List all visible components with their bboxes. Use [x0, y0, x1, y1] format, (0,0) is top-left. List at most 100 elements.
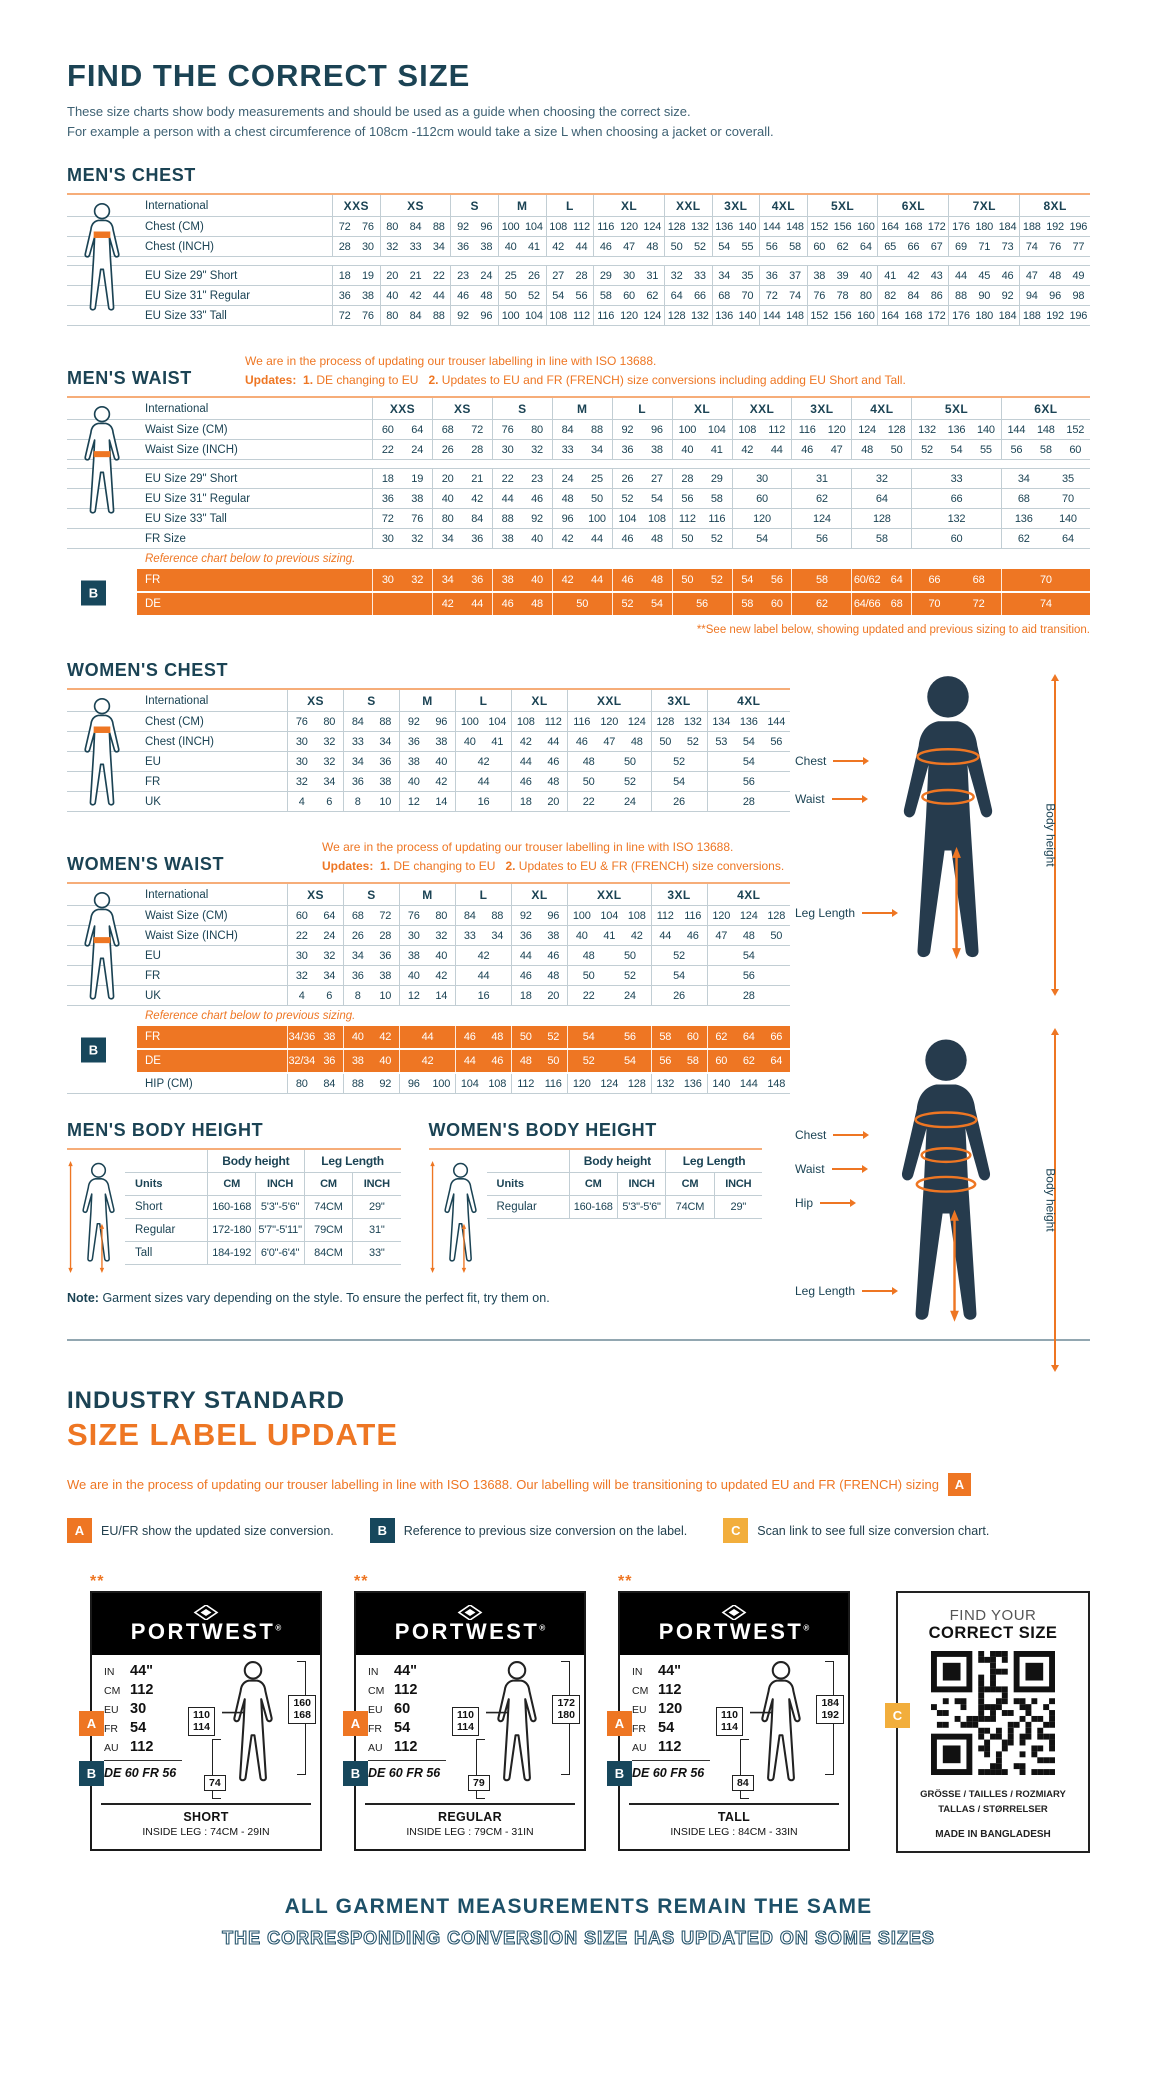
- table-cell: 36 37: [759, 266, 807, 285]
- cell-value: 136: [739, 715, 758, 728]
- badge-c: C: [885, 1703, 910, 1729]
- cell-value: 180: [975, 309, 994, 322]
- qr-card-line1: FIND YOUR: [949, 1607, 1037, 1625]
- row-label: FR: [145, 1031, 161, 1044]
- cell-value: 76: [362, 220, 374, 233]
- table-row: EU Size 31" Regular 36 38 40 42 44 46 48 50 52 54 5…: [67, 489, 1090, 510]
- table-cell: 29": [713, 1196, 762, 1219]
- cell-value: 38: [435, 735, 448, 748]
- waist-size-box: 110 114: [188, 1707, 215, 1736]
- cell-value: 144: [762, 309, 781, 322]
- table-cell: 30 32: [491, 440, 552, 460]
- cell-value: 84: [351, 715, 364, 728]
- qr-languages: GRÖSSE / TAILLES / ROZMIARY TALLAS / STØ…: [898, 1788, 1088, 1817]
- cell-value: 41: [603, 929, 616, 942]
- cell-value: 84: [409, 220, 422, 233]
- cell-value: 58: [710, 492, 723, 505]
- table-cell: 36 38: [343, 772, 399, 792]
- row-label: EU Size 31" Regular: [145, 492, 251, 505]
- label-card-body: IN 44" CM 112 EU 30 FR 54 AU 112 DE 60 FR 56 110 1…: [92, 1655, 320, 1803]
- column-header: L: [545, 195, 594, 216]
- cell-value: 116: [684, 909, 702, 922]
- transition-footnote: **See new label below, showing updated a…: [696, 624, 1090, 637]
- table-cell: 69 71 73: [948, 237, 1019, 256]
- measure-label-text: Leg Length: [795, 1284, 856, 1299]
- cell-value: 39: [836, 269, 849, 282]
- leg-size-box: 79: [468, 1775, 490, 1792]
- size-label: 4XL: [737, 887, 761, 902]
- cell-value: 53: [715, 735, 728, 748]
- size-label: 5XL: [830, 198, 855, 213]
- garment-label-card: ** PORTWEST® IN 44" CM 112 EU 60 FR 54 AU 112 DE 60…: [343, 1573, 586, 1852]
- cell-value: 36: [379, 949, 392, 962]
- cell-value: 40: [407, 775, 420, 788]
- size-field-value: 44": [130, 1663, 154, 1680]
- cell-value: 80: [386, 220, 399, 233]
- intro-line-1: These size charts show body measurements…: [67, 104, 691, 119]
- table-cell: 144 148: [759, 217, 807, 236]
- cell-value: 84: [323, 1077, 336, 1090]
- cell-value: 34: [441, 532, 454, 545]
- table-row: FR Size 30 32 34 36 38 40 42 44 46 48 50 52 54 56 58 60 6…: [67, 529, 1090, 550]
- table-cell: 64 66: [663, 286, 712, 305]
- table-cell: 60: [731, 489, 792, 509]
- column-header: S: [491, 398, 552, 420]
- reference-note: Reference chart below to previous sizing…: [145, 553, 356, 566]
- legend-item: B Reference to previous size conversion o…: [369, 1518, 687, 1544]
- table-cell: 40 41: [455, 732, 511, 752]
- cell-value: 32: [670, 269, 683, 282]
- cell-value: 52: [623, 969, 636, 982]
- waist-size-box: 110 114: [452, 1707, 479, 1736]
- previous-sizing-block: B FR 34/36 38 40 42 44 46 48 50 52 54 56 58 60 62 64 66 DE…: [81, 1026, 790, 1075]
- portwest-diamond-logo: [457, 1605, 483, 1621]
- cell-value: 56: [696, 598, 708, 611]
- cell-value: 52: [582, 1055, 595, 1068]
- cell-value: 152: [810, 220, 829, 233]
- size-fields: IN 44" CM 112 EU 120 FR 54 AU 112: [632, 1663, 710, 1762]
- cell-value: 32: [411, 532, 424, 545]
- table-cell: 52 54: [567, 1050, 651, 1073]
- table-cell: 128 132: [663, 217, 712, 236]
- cell-value: 56: [1010, 443, 1023, 456]
- cell-value: 66: [770, 1031, 783, 1044]
- stars-marker: **: [354, 1573, 369, 1591]
- cell-value: 58: [599, 289, 612, 302]
- table-cell: 100 104: [497, 217, 546, 236]
- cell-value: 8: [354, 795, 361, 808]
- column-header: M: [551, 398, 612, 420]
- corner-cell: [487, 1150, 569, 1172]
- size-label: S: [367, 693, 376, 708]
- cell-value: 108: [516, 715, 535, 728]
- cell-value: 28: [742, 989, 755, 1002]
- table-cell: 144 148: [759, 306, 807, 325]
- cell-value: 38: [407, 949, 420, 962]
- cell-value: 40: [859, 269, 872, 282]
- cell-value: 36: [471, 574, 484, 587]
- cell-value: 160: [856, 220, 875, 233]
- size-label: S: [367, 887, 376, 902]
- row-label: EU Size 33" Tall: [145, 309, 227, 322]
- cell-value: 108: [648, 512, 666, 525]
- footer-line2: THE CORRESPONDING CONVERSION SIZE HAS UP…: [222, 1928, 935, 1949]
- size-field-label: FR: [104, 1723, 118, 1736]
- cell-value: 64: [875, 492, 888, 505]
- table-cell: 32/34 36: [287, 1050, 343, 1073]
- table-cell: 32: [851, 469, 911, 489]
- cell-value: 48: [531, 598, 543, 611]
- table-cell: 30 32: [287, 732, 343, 752]
- cell-value: 184: [998, 220, 1017, 233]
- mens-waist-table: International XXS XS S M L XL XXL 3XL 4XL 5XL 6XL Wa…: [67, 396, 1090, 636]
- cell-value: 46: [621, 532, 634, 545]
- unit-header: CM: [207, 1173, 255, 1196]
- table-cell: 164 168 172: [877, 306, 948, 325]
- table-cell: 50 52: [511, 1026, 567, 1049]
- cell-value: 108: [738, 423, 757, 436]
- cell-value: 100: [588, 512, 606, 525]
- cell-value: 52: [686, 735, 699, 748]
- table-cell: 124 128: [851, 420, 911, 440]
- legend-item: A EU/FR show the updated size conversion.: [67, 1518, 334, 1544]
- table-cell: 5'3"-5'6": [616, 1196, 665, 1219]
- table-cell: 48 50: [511, 1050, 567, 1073]
- label-card-header: PORTWEST®: [356, 1593, 584, 1656]
- cell-value: 46: [491, 1055, 504, 1068]
